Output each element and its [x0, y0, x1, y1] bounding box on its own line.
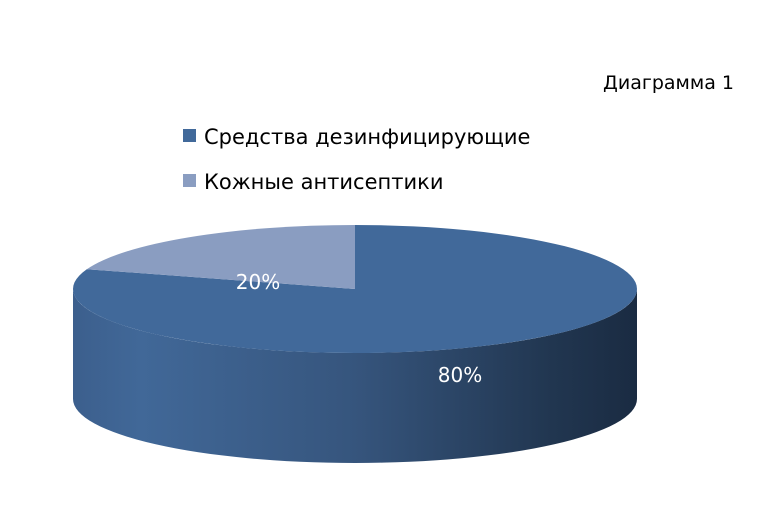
data-label-disinfectants: 80% [438, 363, 482, 387]
pie-plot: 80% 20% [72, 225, 638, 463]
legend-entry-disinfectants: Средства дезинфицирующие [183, 125, 530, 149]
legend-label-disinfectants: Средства дезинфицирующие [204, 125, 530, 149]
pie-side-wall [73, 289, 637, 463]
chart-caption: Диаграмма 1 [603, 72, 734, 94]
pie-slice-antiseptics [86, 225, 355, 289]
data-label-antiseptics: 20% [236, 270, 280, 294]
legend-swatch-disinfectants [183, 129, 196, 142]
legend-swatch-antiseptics [183, 174, 196, 187]
chart-legend: Средства дезинфицирующие Кожные антисепт… [183, 125, 530, 194]
legend-label-antiseptics: Кожные антисептики [204, 170, 443, 194]
legend-entry-antiseptics: Кожные антисептики [183, 170, 443, 194]
